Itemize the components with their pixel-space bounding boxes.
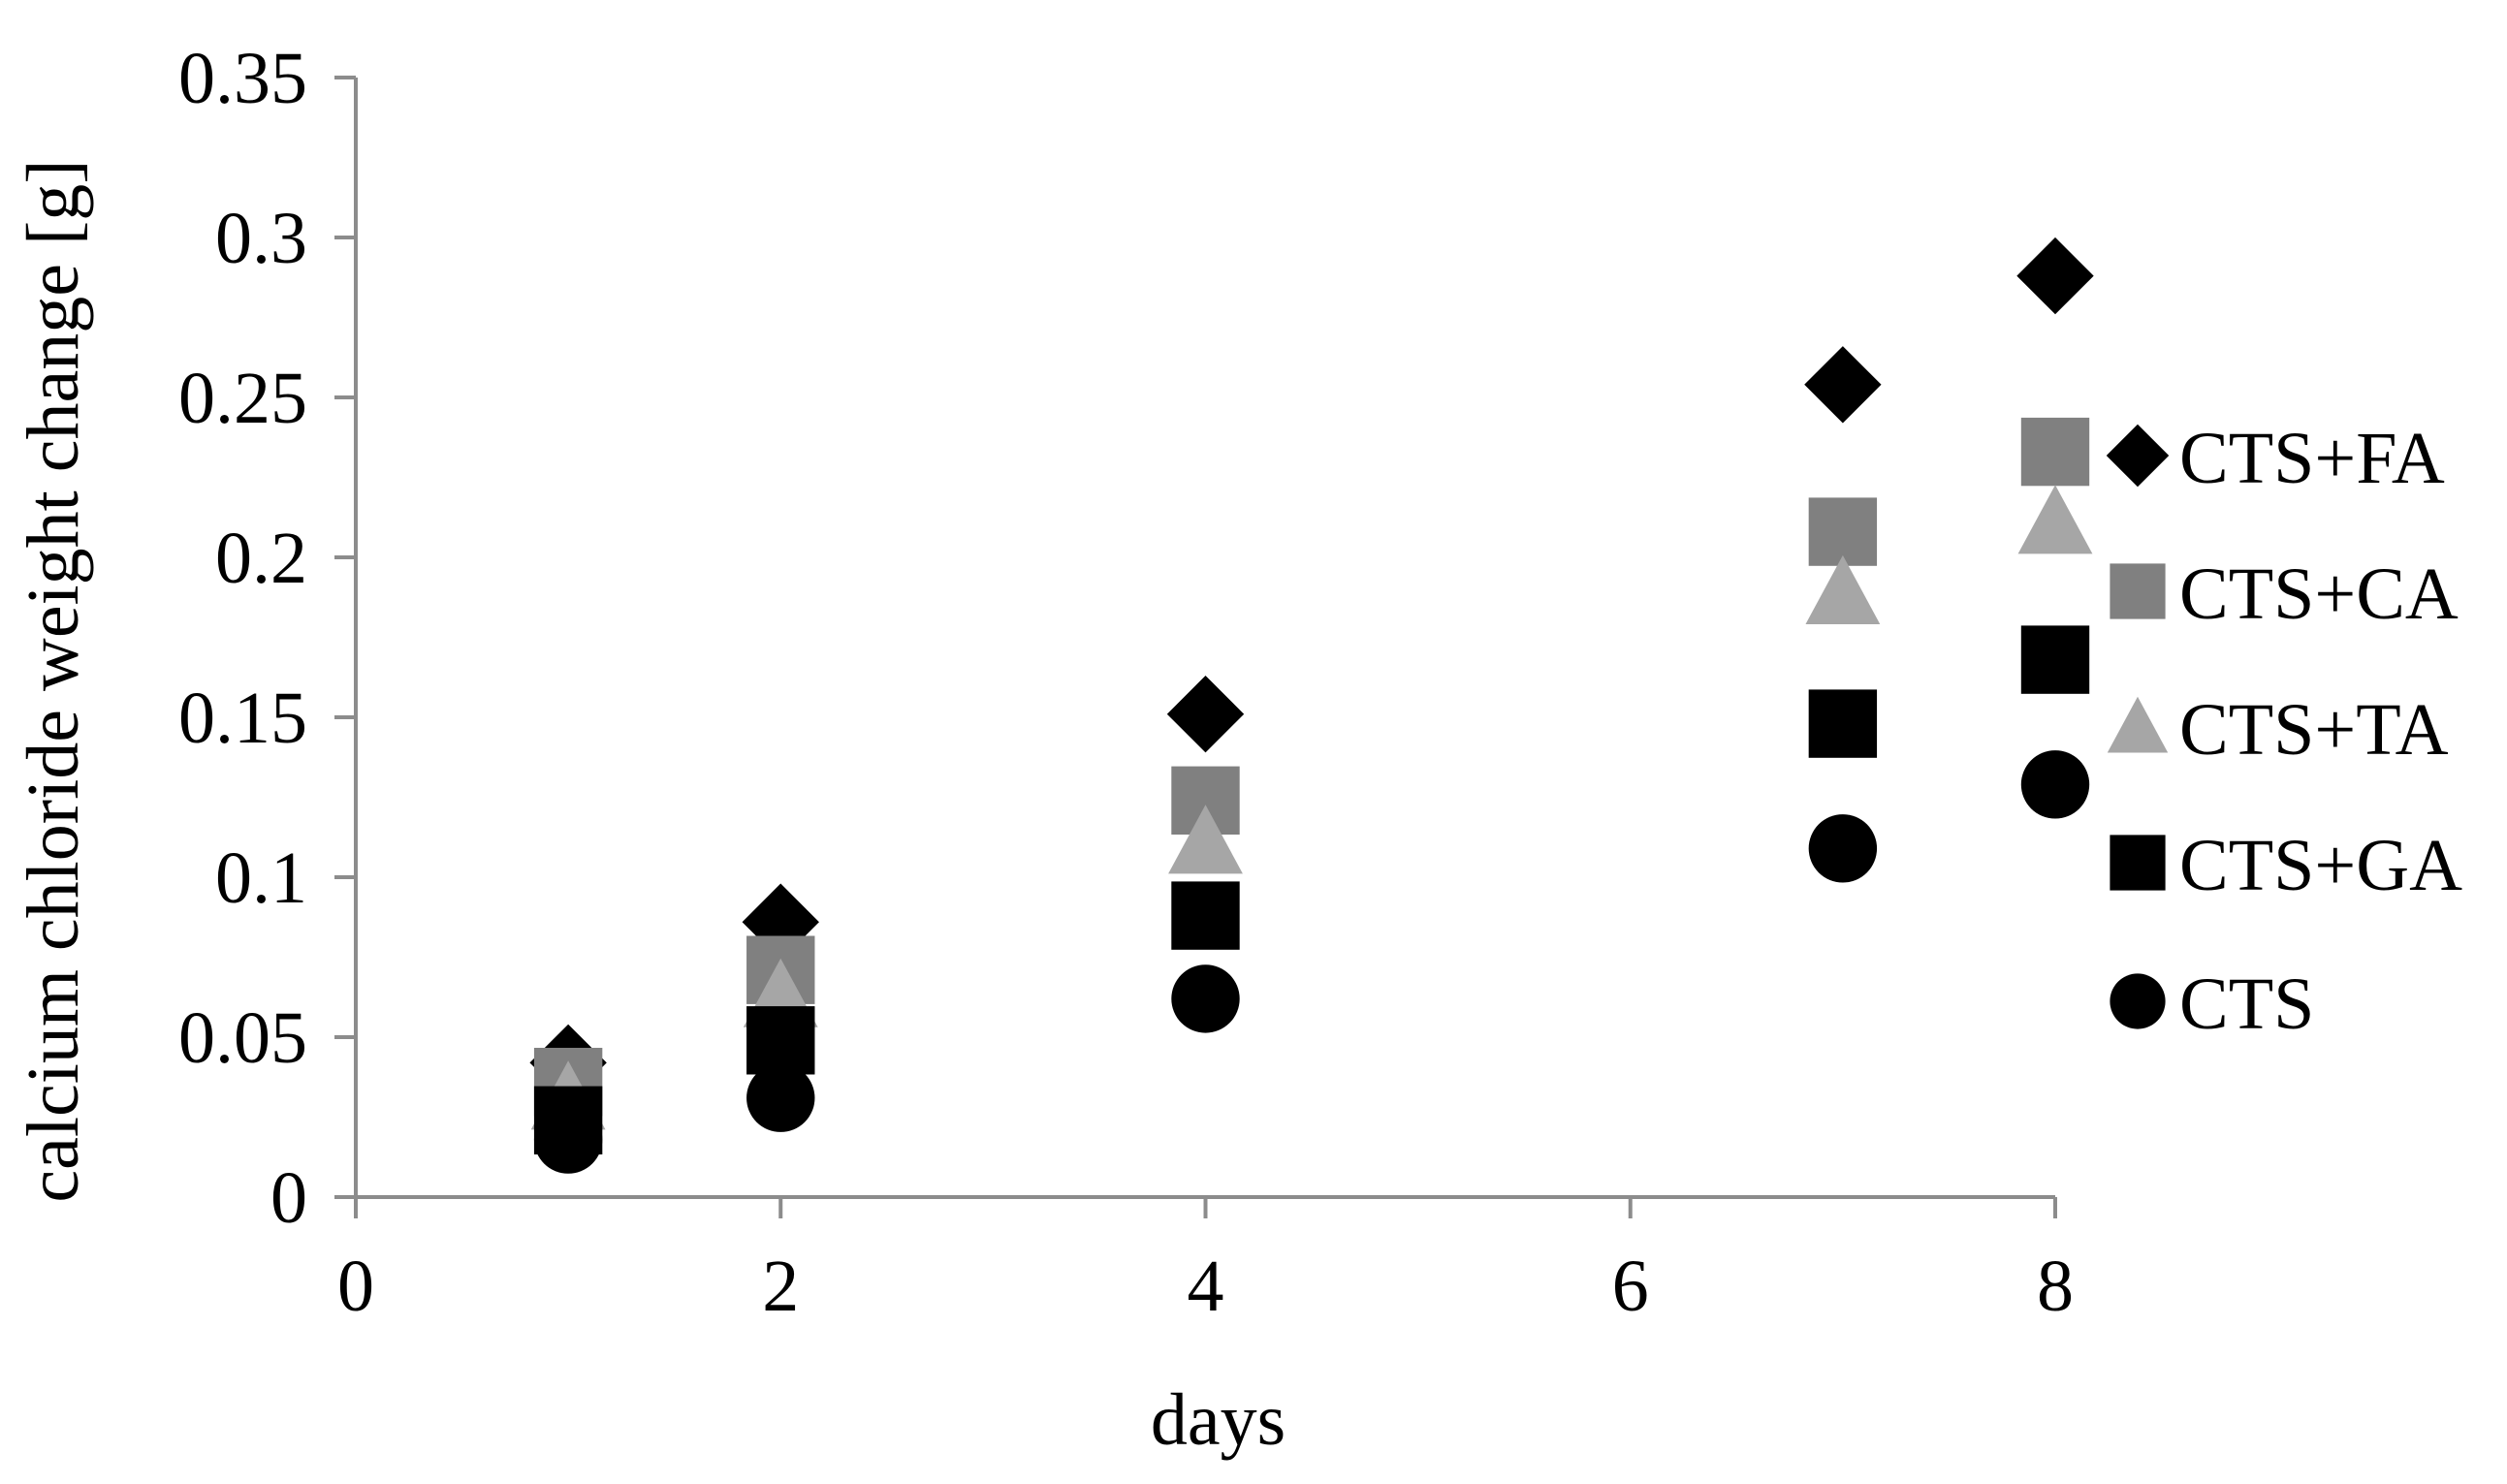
y-tick-label: 0.3: [215, 198, 307, 279]
x-tick-label: 2: [762, 1246, 799, 1327]
legend-marker: [2110, 835, 2166, 891]
x-tick-label: 4: [1188, 1246, 1224, 1327]
y-tick-label: 0.1: [215, 837, 307, 919]
legend-item: CTS+GA: [2110, 825, 2462, 906]
data-point: [746, 1063, 815, 1132]
axes: [334, 76, 2057, 1218]
legend-item: CTS+CA: [2110, 553, 2459, 635]
y-tick-label: 0.15: [178, 678, 307, 759]
data-point: [1808, 497, 1878, 566]
x-tick-label: 0: [337, 1246, 374, 1327]
data-point: [2016, 237, 2094, 315]
legend-marker: [2106, 424, 2170, 488]
legend-item: CTS+FA: [2106, 418, 2445, 499]
data-point: [2020, 625, 2090, 694]
y-tick-label: 0.05: [178, 997, 307, 1079]
legend-label: CTS+TA: [2179, 689, 2449, 771]
data-point: [2017, 485, 2093, 554]
legend-marker: [2107, 696, 2169, 753]
legend-label: CTS+GA: [2179, 825, 2462, 906]
data-point: [533, 1105, 603, 1174]
legend-label: CTS+FA: [2179, 418, 2445, 499]
x-tick-label: 6: [1612, 1246, 1649, 1327]
tick-labels: 0 0.05 0.1 0.15 0.2 0.25 0.3 0.35 0 2 4 6 8: [178, 38, 2074, 1327]
data-point: [2020, 417, 2090, 487]
data-points: [529, 237, 2094, 1174]
data-point: [2020, 750, 2090, 819]
legend-marker: [2110, 563, 2166, 619]
y-axis-title: calcium chloride weight change [g]: [13, 159, 94, 1202]
data-point: [1805, 554, 1881, 624]
legend: CTS+FA CTS+CA CTS+TA CTS+GA CTS: [2106, 418, 2462, 1045]
data-point: [1171, 881, 1240, 950]
x-tick-label: 8: [2037, 1246, 2074, 1327]
legend-marker: [2110, 973, 2166, 1029]
series-cts: [533, 750, 2090, 1174]
x-axis-title: days: [1151, 1379, 1285, 1461]
data-point: [1166, 676, 1245, 753]
data-point: [1804, 346, 1882, 424]
data-point: [1168, 805, 1243, 874]
legend-item: CTS: [2110, 963, 2314, 1045]
data-point: [1171, 964, 1240, 1033]
y-tick-label: 0.35: [178, 38, 307, 119]
y-tick-label: 0.25: [178, 358, 307, 439]
legend-item: CTS+TA: [2107, 689, 2449, 771]
data-point: [1808, 814, 1878, 883]
data-point: [746, 1006, 815, 1075]
y-tick-label: 0.2: [215, 518, 307, 599]
legend-label: CTS+CA: [2179, 553, 2459, 635]
legend-label: CTS: [2179, 963, 2314, 1045]
y-tick-label: 0: [270, 1157, 307, 1239]
data-point: [1808, 689, 1878, 758]
